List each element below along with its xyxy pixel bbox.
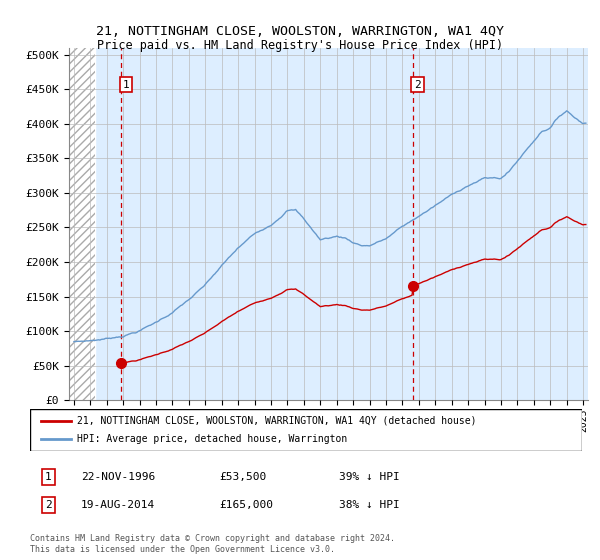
Text: HPI: Average price, detached house, Warrington: HPI: Average price, detached house, Warr… bbox=[77, 434, 347, 444]
Text: 2: 2 bbox=[414, 80, 421, 90]
Text: 39% ↓ HPI: 39% ↓ HPI bbox=[339, 472, 400, 482]
Text: £165,000: £165,000 bbox=[219, 500, 273, 510]
Bar bbox=[69, 48, 95, 400]
FancyBboxPatch shape bbox=[30, 409, 582, 451]
Text: 1: 1 bbox=[45, 472, 52, 482]
Text: Contains HM Land Registry data © Crown copyright and database right 2024.: Contains HM Land Registry data © Crown c… bbox=[30, 534, 395, 543]
Text: 21, NOTTINGHAM CLOSE, WOOLSTON, WARRINGTON, WA1 4QY: 21, NOTTINGHAM CLOSE, WOOLSTON, WARRINGT… bbox=[96, 25, 504, 38]
Text: 38% ↓ HPI: 38% ↓ HPI bbox=[339, 500, 400, 510]
Text: £53,500: £53,500 bbox=[219, 472, 266, 482]
Text: 2: 2 bbox=[45, 500, 52, 510]
Text: 22-NOV-1996: 22-NOV-1996 bbox=[81, 472, 155, 482]
Bar bbox=[69, 48, 95, 400]
Text: 21, NOTTINGHAM CLOSE, WOOLSTON, WARRINGTON, WA1 4QY (detached house): 21, NOTTINGHAM CLOSE, WOOLSTON, WARRINGT… bbox=[77, 416, 476, 426]
Text: 19-AUG-2014: 19-AUG-2014 bbox=[81, 500, 155, 510]
Text: This data is licensed under the Open Government Licence v3.0.: This data is licensed under the Open Gov… bbox=[30, 545, 335, 554]
Text: 1: 1 bbox=[123, 80, 130, 90]
Text: Price paid vs. HM Land Registry's House Price Index (HPI): Price paid vs. HM Land Registry's House … bbox=[97, 39, 503, 52]
